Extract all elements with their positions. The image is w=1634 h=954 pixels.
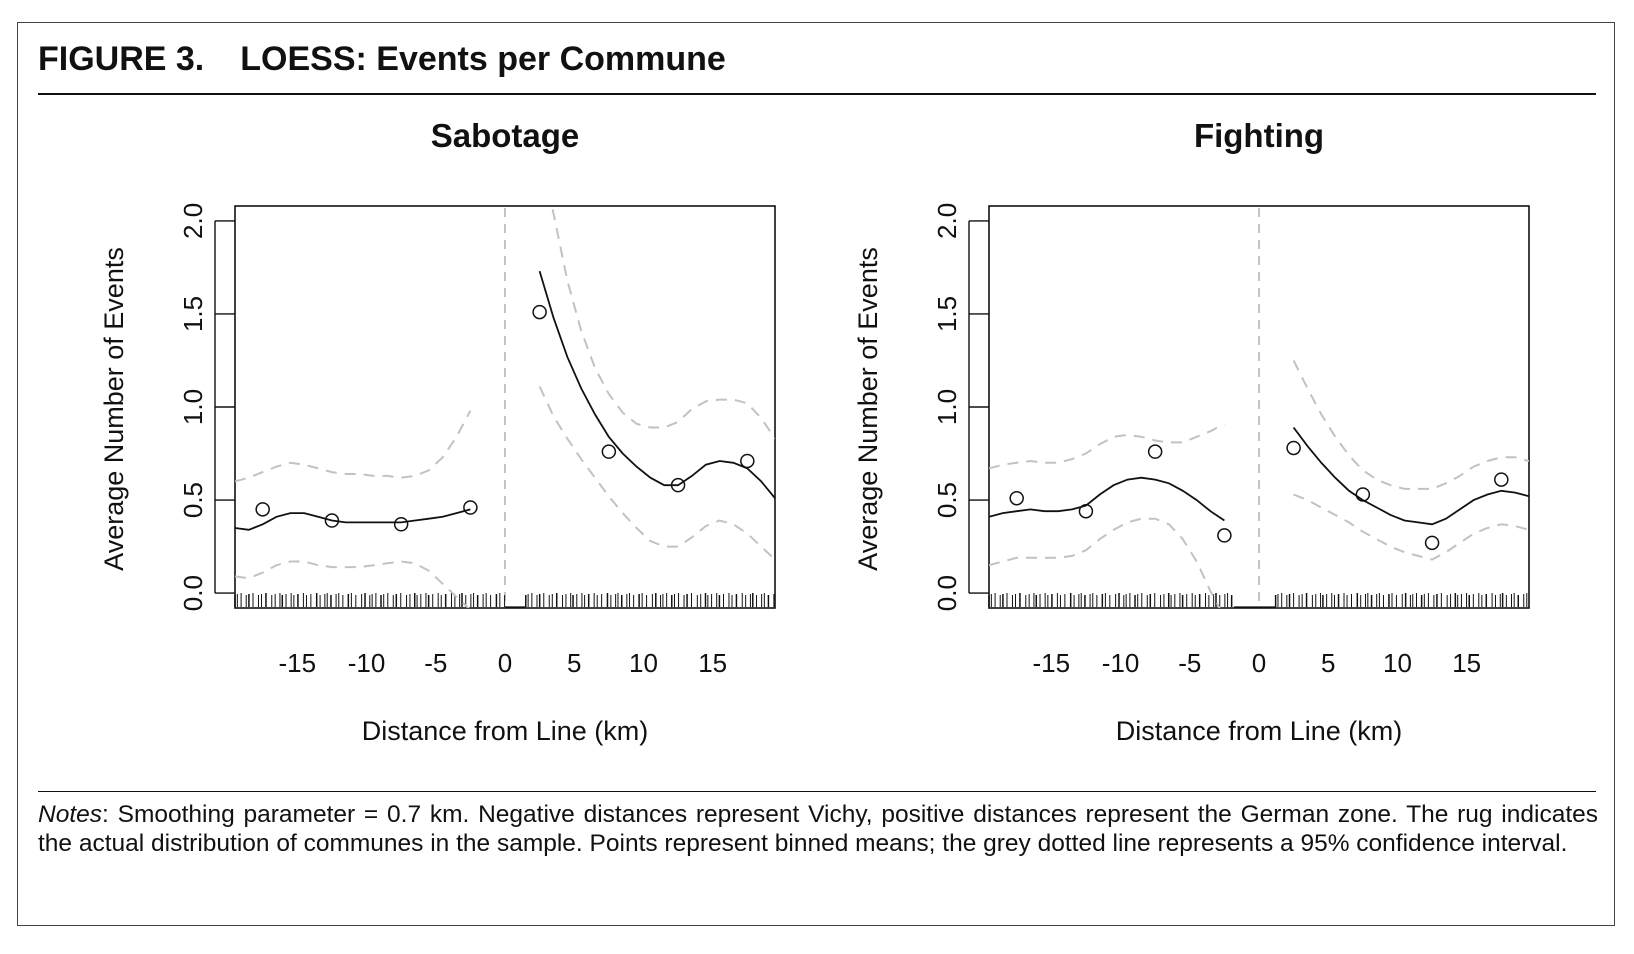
loess-curves xyxy=(989,360,1529,608)
y-tick-label: 1.5 xyxy=(932,296,962,332)
y-tick-label: 1.0 xyxy=(178,389,208,425)
ci-upper-line xyxy=(235,410,472,483)
x-axis-label: Distance from Line (km) xyxy=(1116,716,1403,746)
charts-canvas: Sabotage 0.0 0.5 1.0 1.5 2.0 Average Number of… xyxy=(99,117,1530,746)
binned-mean-point xyxy=(1009,490,1024,506)
ci-lower-line xyxy=(235,560,470,608)
ci-upper-line xyxy=(1292,360,1529,490)
y-tick-label: 1.5 xyxy=(178,296,208,332)
binned-mean-point xyxy=(1494,472,1509,487)
binned-mean-point xyxy=(1355,487,1371,502)
figure-title: FIGURE 3. LOESS: Events per Commune xyxy=(38,40,726,79)
ci-lower-line xyxy=(989,517,1221,608)
notes-rule xyxy=(38,791,1596,792)
x-tick-label: -5 xyxy=(424,648,447,678)
figure-label: FIGURE 3. xyxy=(38,40,205,78)
x-tick-label: -10 xyxy=(348,648,386,678)
ci-upper-line xyxy=(989,422,1225,470)
y-tick-label: 1.0 xyxy=(932,389,962,425)
rug xyxy=(988,593,1528,607)
binned-mean-point xyxy=(463,500,478,515)
title-rule xyxy=(38,93,1596,95)
ci-lower-line xyxy=(1293,493,1529,561)
ci-upper-line xyxy=(550,206,775,440)
x-tick-label: 0 xyxy=(498,648,512,678)
y-tick-label: 0.0 xyxy=(178,575,208,611)
loess-curves xyxy=(235,206,775,608)
x-tick-label: 5 xyxy=(567,648,581,678)
x-tick-label: -15 xyxy=(1033,648,1071,678)
y-tick-label: 0.0 xyxy=(932,575,962,611)
binned-mean-point xyxy=(1286,440,1301,456)
binned-mean-point xyxy=(740,453,755,469)
loess-fit-line xyxy=(235,508,471,531)
notes-label: Notes xyxy=(38,801,103,828)
binned-mean-point xyxy=(1217,528,1232,543)
x-tick-label: 5 xyxy=(1321,648,1335,678)
notes-text: : Smoothing parameter = 0.7 km. Negative… xyxy=(38,801,1598,857)
binned-mean-point xyxy=(1147,444,1163,459)
rug xyxy=(234,593,775,607)
binned-mean-point xyxy=(1078,503,1094,519)
figure-title-text: LOESS: Events per Commune xyxy=(240,40,726,78)
y-tick-label: 2.0 xyxy=(932,203,962,239)
panel-title: Sabotage xyxy=(431,117,580,154)
loess-fit-line xyxy=(989,476,1225,522)
y-tick-label: 2.0 xyxy=(178,203,208,239)
loess-fit-line xyxy=(1292,426,1529,526)
y-tick-label: 0.5 xyxy=(178,482,208,518)
ci-lower-line xyxy=(538,386,775,561)
binned-mean-point xyxy=(324,513,340,528)
figure-frame xyxy=(17,22,1615,926)
binned-mean-point xyxy=(1424,535,1440,551)
loess-fit-line xyxy=(538,270,775,499)
x-tick-label: 10 xyxy=(629,648,658,678)
y-axis-label: Average Number of Events xyxy=(99,247,129,571)
x-tick-label: 15 xyxy=(1452,648,1481,678)
x-tick-label: 10 xyxy=(1383,648,1412,678)
binned-mean-point xyxy=(255,502,270,517)
binned-mean-point xyxy=(532,304,547,320)
figure-notes: Notes: Smoothing parameter = 0.7 km. Neg… xyxy=(38,800,1598,858)
x-tick-label: -10 xyxy=(1102,648,1140,678)
binned-mean-point xyxy=(393,517,409,532)
binned-mean-point xyxy=(601,444,617,459)
x-tick-label: -5 xyxy=(1178,648,1201,678)
x-tick-label: 0 xyxy=(1252,648,1266,678)
panel-title: Fighting xyxy=(1194,117,1324,154)
x-tick-label: 15 xyxy=(698,648,727,678)
sabotage-panel: Sabotage 0.0 0.5 1.0 1.5 2.0 Average Number of… xyxy=(99,117,776,746)
y-axis-label: Average Number of Events xyxy=(853,247,883,571)
binned-mean-point xyxy=(670,477,686,493)
x-tick-label: -15 xyxy=(279,648,317,678)
y-tick-label: 0.5 xyxy=(932,482,962,518)
fighting-panel: Fighting 0.0 0.5 1.0 1.5 2.0 Average Number of… xyxy=(853,117,1530,746)
x-axis-label: Distance from Line (km) xyxy=(362,716,649,746)
